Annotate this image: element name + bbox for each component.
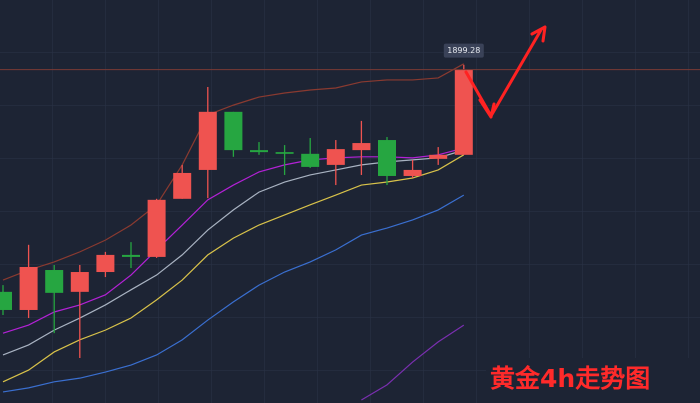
candle-body: [70, 272, 89, 292]
candle-body: [352, 143, 371, 151]
candle-body: [378, 140, 396, 176]
candle-body: [224, 111, 243, 151]
candle-body: [198, 111, 217, 170]
trend-arrow: [464, 25, 547, 119]
candle-body: [326, 149, 345, 165]
candle-body: [96, 254, 115, 273]
plot-area: 1899.28: [0, 43, 700, 401]
candle-body: [429, 154, 448, 159]
candle-body: [301, 153, 320, 167]
candle-body: [173, 172, 192, 199]
candle-body: [0, 291, 12, 310]
candle-body: [45, 270, 64, 293]
candle-body: [122, 254, 140, 257]
moving-average-line: [2, 194, 465, 393]
price-tag-box: [443, 43, 484, 58]
candle-body: [19, 266, 38, 310]
moving-average-line: [361, 324, 465, 401]
moving-average-line: [2, 63, 465, 281]
candle-body: [275, 152, 294, 154]
candle-body: [250, 150, 268, 153]
title-background: [486, 358, 700, 403]
candle-body: [454, 69, 473, 155]
candle-body: [147, 199, 166, 257]
chart-title: 黄金4h走势图: [490, 364, 650, 393]
price-tag: 1899.28: [447, 46, 480, 55]
candle-body: [403, 169, 422, 176]
